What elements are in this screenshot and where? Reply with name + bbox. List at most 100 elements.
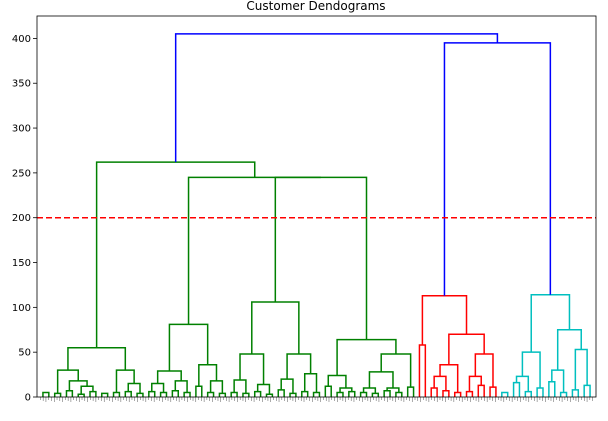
dendrogram-link-a11 [124,390,132,397]
dendrogram-link-b4 [171,389,179,397]
dendrogram-link-d1 [324,385,332,397]
dendrogram-link-d6 [359,391,368,397]
dendrogram-link-g2 [187,176,321,325]
dendrogram-link-c3 [233,379,247,394]
dendrogram-link-a12 [136,392,144,397]
dendrogram-link-c6 [256,383,271,395]
dendrogram-link-c10 [280,378,294,394]
dendrogram-link-t9 [551,369,565,393]
dendrogram-link-a9 [56,369,79,394]
dendrogram-link-t5 [536,387,544,397]
dendrogram-link-t10 [571,389,580,397]
dendrogram-link-r2 [430,387,438,397]
y-tick-label: 400 [12,34,31,45]
y-tick-label: 200 [12,213,31,224]
y-tick-label: 50 [18,348,31,359]
dendrogram-link-b3 [151,382,165,393]
dendrogram-link-d12 [368,371,394,389]
dendrogram-link-b5 [183,391,191,397]
dendrogram-link-r13 [421,294,468,346]
dendrogram-link-a6 [101,392,109,397]
y-tick-label: 0 [25,393,31,404]
y-tick-label: 150 [12,258,31,269]
dendrogram-link-b6 [174,380,188,393]
dendrogram-link-t12 [574,348,588,390]
dendrogram-links [42,33,591,397]
y-tick-label: 250 [12,168,31,179]
dendrogram-link-d2 [336,391,344,397]
dendrogram-link-g3 [95,161,256,348]
dendrogram-link-b7 [156,370,182,384]
dendrogram-link-a13 [127,382,141,394]
dendrogram-link-t11 [583,384,591,397]
dendrogram-link-b1 [148,390,156,397]
dendrogram-link-t6 [521,351,541,389]
dendrogram-link-t3 [524,390,532,397]
dendrogram-link-d7 [371,392,380,397]
x-axis-leaf-ticks [40,397,593,402]
dendrogram-link-r1 [418,344,427,397]
dendrogram-link-c1 [230,391,238,397]
dendrogram-link-d13 [406,386,415,397]
dendrogram-link-b8 [195,385,203,397]
dendrogram-link-b2 [159,391,168,397]
dendrogram-link-b13 [168,323,209,372]
dendrogram-link-u2 [174,33,499,163]
dendrogram-link-a8 [68,380,88,391]
dendrogram-link-t8 [559,391,568,397]
dendrogram-link-b9 [206,391,215,397]
dendrogram-link-a15 [67,346,127,371]
dendrogram-link-d5 [327,374,347,389]
dendrogram-link-c4 [253,390,262,397]
dendrogram-link-c13 [303,372,318,393]
dendrogram-link-t14 [530,294,571,353]
dendrogram-link-a4 [77,393,85,397]
dendrogram-link-c2 [242,392,250,397]
dendrogram-link-a14 [115,369,135,393]
dendrogram-link-t4 [515,375,530,392]
dendrogram-link-r7 [465,390,474,397]
dendrogram-link-r3 [442,389,450,397]
dendrogram-link-r6 [439,363,459,393]
dendrogram-link-a3 [65,389,74,397]
dendrogram-link-c11 [301,390,309,397]
dendrogram-link-r5 [454,391,462,397]
y-tick-label: 100 [12,303,31,314]
y-tick-label: 350 [12,79,31,90]
dendrogram-link-c8 [277,389,285,397]
dendrogram-link-d10 [395,391,403,397]
chart-title: Customer Dendograms [246,0,385,13]
dendrogram-link-b11 [209,380,224,394]
dendrogram-link-r12 [448,333,485,365]
dendrogram-link-g1 [274,176,368,340]
dendrogram-link-c15 [251,301,300,354]
dendrogram-link-c9 [289,392,297,397]
dendrogram-link-t2 [512,381,521,397]
dendrogram-link-a7 [80,385,94,395]
dendrogram-link-r9 [468,375,482,392]
plot-frame [36,15,597,398]
y-axis: 0 50 100 150 200 250 300 350 400 [12,34,37,404]
dendrogram-link-d15 [336,338,397,376]
dendrogram-link-t13 [556,329,582,371]
dendrogram-link-r10 [489,386,497,397]
dendrogram-link-t7 [548,381,556,397]
dendrogram-link-a1 [42,391,50,397]
dendrogram-link-c12 [312,391,321,397]
dendrogram-link-a5 [89,390,97,397]
dendrogram-link-u1 [443,42,552,296]
dendrogram-link-a2 [53,392,62,397]
dendrogram-link-c14 [286,353,312,380]
dendrogram-link-b10 [218,392,227,397]
dendrogram-link-b12 [198,363,218,387]
dendrogram-link-r11 [474,353,494,388]
dendrogram-link-d9 [383,389,391,397]
dendrogram-link-r8 [477,384,485,397]
dendrogram-link-t1 [501,391,509,397]
dendrogram-link-d14 [380,353,412,388]
dendrogram-link-c5 [265,393,274,397]
dendrogram-link-d3 [348,390,356,397]
dendrogram-link-a10 [112,391,121,397]
y-tick-label: 300 [12,124,31,135]
